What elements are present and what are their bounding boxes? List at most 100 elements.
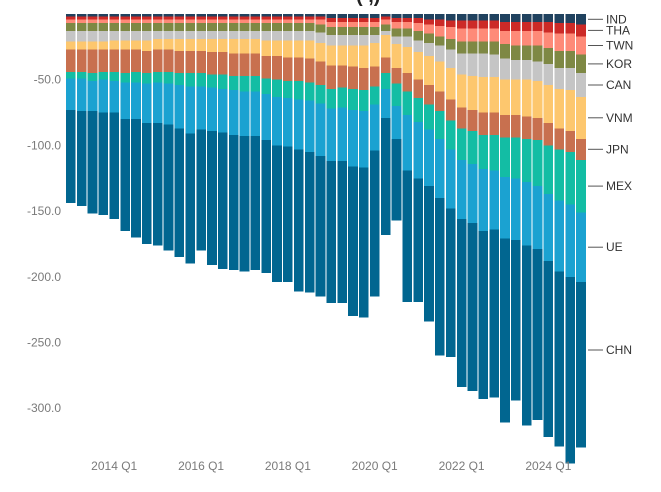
- bar-chn-2013-q4: [98, 112, 109, 216]
- bar-jpn-2024-q4: [576, 138, 586, 160]
- bar-twn-2022-q4: [489, 28, 499, 42]
- bar-ind-2020-q2: [380, 14, 391, 17]
- bar-vnm-2019-q2: [337, 45, 347, 66]
- bar-twn-2020-q3: [391, 21, 402, 29]
- bar-kor-2016-q2: [207, 23, 217, 32]
- bar-kor-2020-q4: [402, 28, 413, 37]
- bar-chn-2015-q2: [163, 124, 174, 251]
- bar-kor-2015-q1: [152, 23, 163, 32]
- bar-chn-2023-q4: [532, 249, 543, 421]
- bar-kor-2017-q4: [272, 23, 282, 32]
- legend-item-mex: MEX: [588, 179, 632, 193]
- bar-can-2023-q3: [521, 59, 532, 80]
- bar-jpn-2015-q1: [152, 49, 163, 72]
- bar-ue-2024-q4: [576, 212, 586, 283]
- bar-mex-2020-q3: [391, 83, 402, 106]
- bar-jpn-2024-q2: [554, 128, 565, 150]
- bar-twn-2015-q1: [152, 19, 163, 24]
- bar-chn-2021-q2: [424, 186, 434, 322]
- bar-chn-2014-q4: [141, 123, 152, 244]
- bar-tha-2019-q2: [337, 17, 347, 22]
- bar-vnm-2016-q4: [228, 38, 239, 54]
- bar-mex-2019-q3: [348, 88, 358, 110]
- bar-ue-2015-q4: [185, 86, 196, 134]
- bar-tha-2018-q3: [304, 16, 315, 20]
- bar-can-2023-q1: [500, 58, 510, 80]
- bar-vnm-2015-q1: [152, 38, 163, 50]
- bar-ue-2022-q1: [456, 159, 467, 219]
- bar-mex-2017-q3: [261, 78, 272, 95]
- bar-chn-2018-q2: [293, 149, 304, 292]
- bar-ind-2017-q4: [272, 14, 282, 17]
- bar-kor-2021-q3: [435, 36, 445, 46]
- bar-chn-2019-q1: [326, 161, 337, 304]
- bar-ue-2015-q3: [174, 84, 185, 129]
- bar-can-2018-q2: [293, 31, 304, 41]
- bar-twn-2017-q1: [239, 19, 250, 24]
- bar-mex-2020-q4: [402, 91, 413, 116]
- bar-twn-2023-q4: [532, 31, 543, 46]
- bar-vnm-2019-q3: [348, 45, 358, 67]
- legend-label-kor: KOR: [606, 57, 632, 71]
- bar-tha-2020-q2: [380, 16, 391, 20]
- bar-chn-2023-q1: [500, 238, 510, 423]
- bar-tha-2024-q4: [576, 24, 586, 37]
- bar-ind-2015-q2: [163, 14, 174, 17]
- bar-ind-2014-q2: [120, 14, 130, 17]
- bar-ue-2014-q3: [131, 82, 141, 120]
- legend-label-twn: TWN: [606, 39, 633, 53]
- bar-ue-2019-q3: [348, 109, 358, 167]
- bar-mex-2015-q3: [174, 73, 185, 85]
- bar-twn-2019-q4: [359, 21, 369, 28]
- bar-can-2016-q3: [217, 31, 228, 39]
- bar-jpn-2023-q3: [521, 116, 532, 139]
- bar-mex-2018-q3: [304, 82, 315, 101]
- bar-ue-2013-q4: [98, 79, 109, 113]
- bar-chn-2020-q4: [402, 170, 413, 302]
- bar-can-2020-q4: [402, 36, 413, 47]
- bar-ue-2016-q4: [228, 90, 239, 135]
- bar-ind-2013-q1: [66, 14, 76, 17]
- bar-tha-2016-q1: [196, 16, 206, 20]
- bar-chn-2020-q2: [380, 117, 391, 235]
- bar-chn-2015-q3: [174, 128, 185, 258]
- bar-tha-2022-q2: [467, 20, 478, 29]
- bar-tha-2022-q3: [478, 20, 489, 29]
- bar-chn-2019-q4: [359, 167, 369, 318]
- bar-twn-2021-q4: [445, 27, 456, 39]
- bar-jpn-2019-q1: [326, 65, 337, 89]
- bar-tha-2019-q1: [326, 17, 337, 22]
- bar-twn-2014-q3: [131, 19, 141, 24]
- bar-ind-2017-q2: [250, 14, 261, 17]
- bar-vnm-2020-q2: [380, 35, 391, 58]
- bar-twn-2022-q3: [478, 28, 489, 42]
- bar-vnm-2022-q1: [456, 74, 467, 108]
- bar-ind-2019-q4: [359, 14, 369, 18]
- bar-can-2024-q4: [576, 73, 586, 97]
- bar-kor-2019-q1: [326, 27, 337, 36]
- bar-tha-2023-q3: [521, 21, 532, 32]
- bar-can-2020-q2: [380, 31, 391, 36]
- chart-title-text: ( ,): [356, 0, 380, 7]
- bar-ue-2022-q2: [467, 163, 478, 223]
- bar-ind-2023-q2: [511, 14, 521, 22]
- bar-kor-2018-q1: [283, 23, 293, 32]
- bar-kor-2020-q2: [380, 24, 391, 32]
- bar-ind-2019-q2: [337, 14, 347, 18]
- bar-twn-2018-q3: [304, 19, 315, 24]
- bar-twn-2023-q2: [511, 31, 521, 46]
- bar-vnm-2013-q4: [98, 41, 109, 50]
- bar-vnm-2017-q1: [239, 38, 250, 54]
- bar-tha-2017-q1: [239, 16, 250, 20]
- bar-tha-2016-q2: [207, 16, 217, 20]
- legend-item-can: CAN: [588, 78, 631, 92]
- bar-vnm-2022-q3: [478, 77, 489, 113]
- bar-chn-2017-q1: [239, 136, 250, 272]
- bar-vnm-2013-q3: [87, 41, 98, 50]
- bar-can-2013-q2: [76, 31, 87, 42]
- bar-twn-2018-q4: [315, 19, 326, 25]
- bar-ue-2019-q1: [326, 108, 337, 162]
- bar-can-2014-q2: [120, 31, 130, 41]
- bar-jpn-2018-q2: [293, 57, 304, 82]
- bar-jpn-2018-q1: [283, 57, 293, 82]
